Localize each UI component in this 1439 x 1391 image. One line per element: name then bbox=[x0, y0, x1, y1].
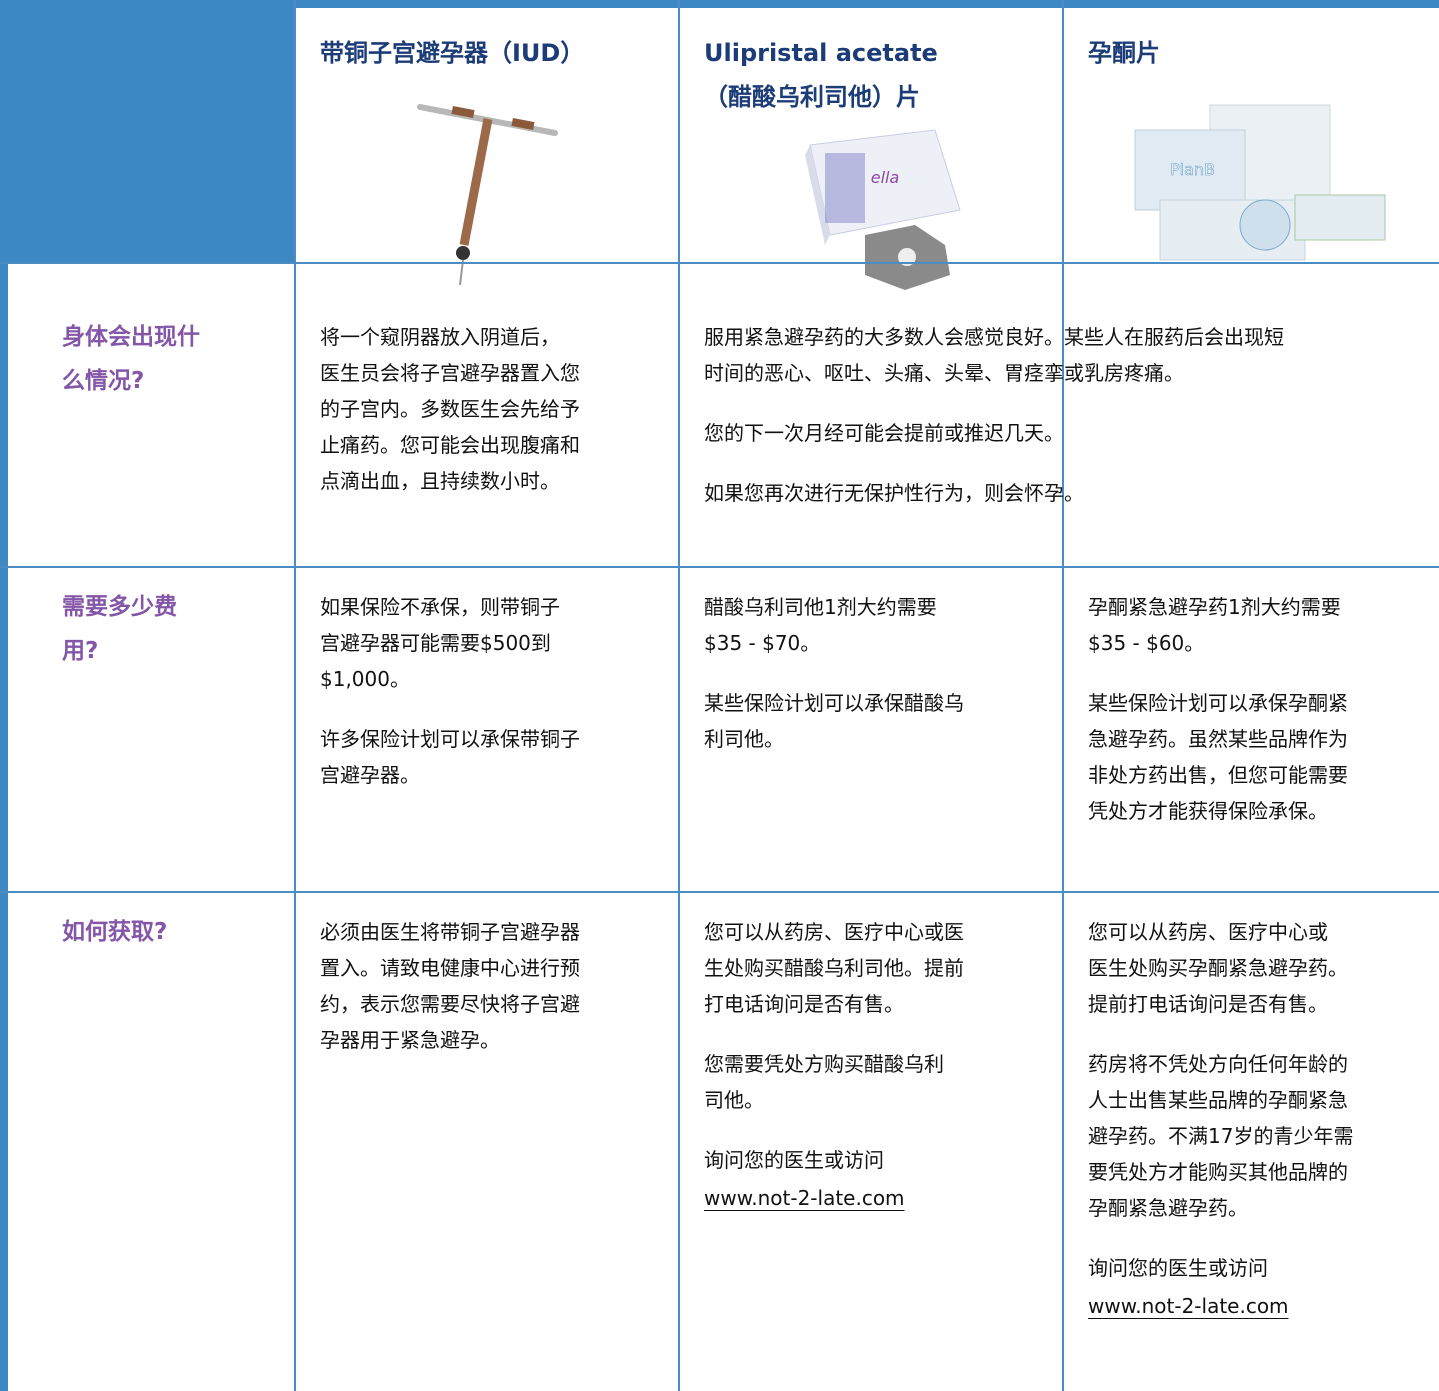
top-border bbox=[0, 0, 1439, 8]
grid-line bbox=[678, 0, 680, 1391]
column-title: 带铜子宫避孕器（IUD） bbox=[320, 31, 584, 75]
text-line: 凭处方才能获得保险承保。 bbox=[1088, 799, 1328, 823]
paragraph: 许多保险计划可以承保带铜子 宫避孕器。 bbox=[320, 721, 580, 793]
paragraph: 您可以从药房、医疗中心或医 生处购买醋酸乌利司他。提前 打电话询问是否有售。 bbox=[704, 914, 964, 1022]
text-line: $1,000。 bbox=[320, 667, 410, 691]
cell-text: 您可以从药房、医疗中心或医 生处购买醋酸乌利司他。提前 打电话询问是否有售。您需要凭… bbox=[704, 914, 964, 1216]
paragraph: 必须由医生将带铜子宫避孕器 置入。请致电健康中心进行预 约，表示您需要尽快将子宫避孕… bbox=[320, 914, 580, 1058]
paragraph: 询问您的医生或访问 bbox=[1088, 1250, 1353, 1286]
text-line: 询问您的医生或访问 bbox=[704, 1148, 884, 1172]
planb-image: PlanB bbox=[1134, 104, 1386, 261]
text-line: 如果保险不承保，则带铜子 bbox=[320, 595, 560, 619]
paragraph: 服用紧急避孕药的大多数人会感觉良好。某些人在服药后会出现短 时间的恶心、呕吐、头痛… bbox=[704, 319, 1284, 391]
corner-cell bbox=[0, 0, 295, 263]
text-line: 利司他。 bbox=[704, 727, 784, 751]
text-line: 许多保险计划可以承保带铜子 bbox=[320, 727, 580, 751]
svg-text:ella: ella bbox=[871, 168, 900, 187]
text-line: 置入。请致电健康中心进行预 bbox=[320, 956, 580, 980]
paragraph: 某些保险计划可以承保醋酸乌 利司他。 bbox=[704, 685, 964, 757]
text-line: 某些保险计划可以承保醋酸乌 bbox=[704, 691, 964, 715]
text-line: 人士出售某些品牌的孕酮紧急 bbox=[1088, 1088, 1348, 1112]
grid-line bbox=[1062, 0, 1064, 1391]
text-line: 非处方药出售，但您可能需要 bbox=[1088, 763, 1348, 787]
text-line: 醋酸乌利司他1剂大约需要 bbox=[704, 595, 937, 619]
title-line: 孕酮片 bbox=[1088, 39, 1160, 67]
grid-line bbox=[0, 566, 1439, 568]
paragraph: 将一个窥阴器放入阴道后， 医生员会将子宫避孕器置入您 的子宫内。多数医生会先给予 止痛… bbox=[320, 319, 580, 499]
left-border bbox=[0, 0, 8, 1391]
cell-text: 醋酸乌利司他1剂大约需要 $35 - $70。某些保险计划可以承保醋酸乌 利司他。 bbox=[704, 589, 964, 781]
paragraph: 孕酮紧急避孕药1剂大约需要 $35 - $60。 bbox=[1088, 589, 1348, 661]
text-line: 医生处购买孕酮紧急避孕药。 bbox=[1088, 956, 1348, 980]
title-line: 带铜子宫避孕器（IUD） bbox=[320, 39, 585, 67]
text-line: $35 - $60。 bbox=[1088, 631, 1205, 655]
text-line: 点滴出血，且持续数小时。 bbox=[320, 469, 560, 493]
text-line: 宫避孕器可能需要$500到 bbox=[320, 631, 551, 655]
cell-text: 您可以从药房、医疗中心或 医生处购买孕酮紧急避孕药。 提前打电话询问是否有售。 药房将… bbox=[1088, 914, 1353, 1324]
ella-image: ella bbox=[805, 129, 961, 290]
title-line: （醋酸乌利司他）片 bbox=[704, 83, 920, 111]
text-line: 的子宫内。多数医生会先给予 bbox=[320, 397, 580, 421]
row-label: 如何获取? bbox=[62, 919, 168, 945]
grid-line bbox=[294, 0, 296, 1391]
text-line: 生处购买醋酸乌利司他。提前 bbox=[704, 956, 964, 980]
paragraph: 药房将不凭处方向任何年龄的 人士出售某些品牌的孕酮紧急 避孕药。不满17岁的青少年需… bbox=[1088, 1046, 1353, 1226]
text-line: 孕酮紧急避孕药。 bbox=[1088, 1196, 1248, 1220]
grid-line bbox=[0, 262, 1439, 264]
iud-image bbox=[417, 104, 558, 286]
paragraph: 询问您的医生或访问 bbox=[704, 1142, 964, 1178]
text-line: 宫避孕器。 bbox=[320, 763, 420, 787]
grid-line bbox=[0, 891, 1439, 893]
text-line: 药房将不凭处方向任何年龄的 bbox=[1088, 1052, 1348, 1076]
link[interactable]: www.not-2-late.com bbox=[704, 1186, 905, 1210]
text-line: 司他。 bbox=[704, 1088, 764, 1112]
text-line: 您需要凭处方购买醋酸乌利 bbox=[704, 1052, 944, 1076]
column-title: Ulipristal acetate （醋酸乌利司他）片 bbox=[704, 31, 938, 119]
paragraph: 如果您再次进行无保护性行为，则会怀孕。 bbox=[704, 475, 1284, 511]
text-line: 孕酮紧急避孕药1剂大约需要 bbox=[1088, 595, 1341, 619]
text-line: 避孕药。不满17岁的青少年需 bbox=[1088, 1124, 1354, 1148]
text-line: 如果您再次进行无保护性行为，则会怀孕。 bbox=[704, 481, 1084, 505]
text-line: 必须由医生将带铜子宫避孕器 bbox=[320, 920, 580, 944]
text-line: $35 - $70。 bbox=[704, 631, 821, 655]
text-line: 时间的恶心、呕吐、头痛、头晕、胃痉挛或乳房疼痛。 bbox=[704, 361, 1184, 385]
cell-text: 孕酮紧急避孕药1剂大约需要 $35 - $60。某些保险计划可以承保孕酮紧 急避孕药… bbox=[1088, 589, 1348, 853]
title-line: Ulipristal acetate bbox=[704, 39, 938, 67]
text-line: 您的下一次月经可能会提前或推迟几天。 bbox=[704, 421, 1064, 445]
text-line: 止痛药。您可能会出现腹痛和 bbox=[320, 433, 580, 457]
text-line: 服用紧急避孕药的大多数人会感觉良好。某些人在服药后会出现短 bbox=[704, 325, 1284, 349]
text-line: 某些保险计划可以承保孕酮紧 bbox=[1088, 691, 1348, 715]
column-title: 孕酮片 bbox=[1088, 31, 1160, 75]
merged-cell-text: 服用紧急避孕药的大多数人会感觉良好。某些人在服药后会出现短 时间的恶心、呕吐、头痛… bbox=[704, 319, 1284, 535]
paragraph: 醋酸乌利司他1剂大约需要 $35 - $70。 bbox=[704, 589, 964, 661]
paragraph: 您的下一次月经可能会提前或推迟几天。 bbox=[704, 415, 1284, 451]
text-line: 孕器用于紧急避孕。 bbox=[320, 1028, 500, 1052]
text-line: 打电话询问是否有售。 bbox=[704, 992, 904, 1016]
text-line: 约，表示您需要尽快将子宫避 bbox=[320, 992, 580, 1016]
text-line: 您可以从药房、医疗中心或 bbox=[1088, 920, 1328, 944]
text-line: 要凭处方才能购买其他品牌的 bbox=[1088, 1160, 1348, 1184]
link[interactable]: www.not-2-late.com bbox=[1088, 1294, 1289, 1318]
text-line: 提前打电话询问是否有售。 bbox=[1088, 992, 1328, 1016]
merged-cell bbox=[1064, 264, 1074, 566]
text-line: 急避孕药。虽然某些品牌作为 bbox=[1088, 727, 1348, 751]
row-label: 需要多少费用? bbox=[62, 594, 177, 664]
text-line: 您可以从药房、医疗中心或医 bbox=[704, 920, 964, 944]
svg-text:PlanB: PlanB bbox=[1170, 160, 1215, 179]
paragraph: 某些保险计划可以承保孕酮紧 急避孕药。虽然某些品牌作为 非处方药出售，但您可能需要凭… bbox=[1088, 685, 1348, 829]
cell-text: 必须由医生将带铜子宫避孕器 置入。请致电健康中心进行预 约，表示您需要尽快将子宫避孕… bbox=[320, 914, 580, 1082]
row-label: 身体会出现什么情况? bbox=[62, 324, 200, 394]
text-line: 将一个窥阴器放入阴道后， bbox=[320, 325, 560, 349]
cell-text: 将一个窥阴器放入阴道后， 医生员会将子宫避孕器置入您 的子宫内。多数医生会先给予 止痛… bbox=[320, 319, 580, 523]
text-line: 医生员会将子宫避孕器置入您 bbox=[320, 361, 580, 385]
paragraph: 您可以从药房、医疗中心或 医生处购买孕酮紧急避孕药。 提前打电话询问是否有售。 bbox=[1088, 914, 1353, 1022]
paragraph: 您需要凭处方购买醋酸乌利 司他。 bbox=[704, 1046, 964, 1118]
paragraph: 如果保险不承保，则带铜子 宫避孕器可能需要$500到 $1,000。 bbox=[320, 589, 580, 697]
cell-text: 如果保险不承保，则带铜子 宫避孕器可能需要$500到 $1,000。许多保险计划可以… bbox=[320, 589, 580, 817]
text-line: 询问您的医生或访问 bbox=[1088, 1256, 1268, 1280]
